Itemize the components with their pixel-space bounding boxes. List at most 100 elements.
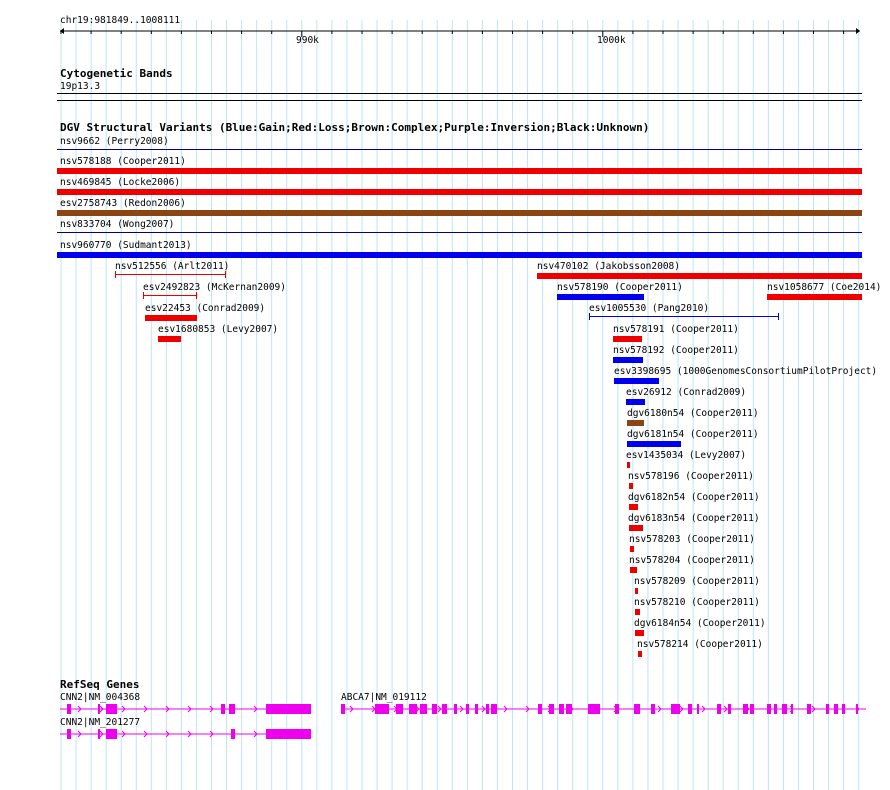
dgv-feature-nsv578188[interactable] <box>57 168 862 174</box>
dgv-feature-esv1680853[interactable] <box>158 336 181 342</box>
dgv-label-nsv9662[interactable]: nsv9662 (Perry2008) <box>60 136 169 147</box>
dgv-feature-nsv469845[interactable] <box>57 189 862 195</box>
dgv-feature-dgv6182n54[interactable] <box>629 504 638 510</box>
dgv-label-nsv578190[interactable]: nsv578190 (Cooper2011) <box>557 282 683 293</box>
dgv-feature-dgv6184n54[interactable] <box>635 630 644 636</box>
strand-chevron <box>143 705 148 713</box>
dgv-label-nsv578204[interactable]: nsv578204 (Cooper2011) <box>629 555 755 566</box>
dgv-label-esv2492823[interactable]: esv2492823 (McKernan2009) <box>143 282 286 293</box>
dgv-feature-nsv1058677[interactable] <box>767 294 862 300</box>
exon <box>688 704 692 714</box>
dgv-feature-nsv9662[interactable] <box>57 149 862 150</box>
dgv-label-esv1435034[interactable]: esv1435034 (Levy2007) <box>626 450 747 461</box>
dgv-feature-endcap <box>143 292 144 299</box>
strand-chevron <box>253 705 258 713</box>
gene-label-cnn2-nm-004368[interactable]: CNN2|NM_004368 <box>60 692 141 703</box>
dgv-label-dgv6181n54[interactable]: dgv6181n54 (Cooper2011) <box>627 429 759 440</box>
dgv-label-nsv469845[interactable]: nsv469845 (Locke2006) <box>60 177 181 188</box>
exon <box>266 729 311 739</box>
dgv-label-nsv578191[interactable]: nsv578191 (Cooper2011) <box>613 324 739 335</box>
dgv-feature-nsv833704[interactable] <box>57 232 862 233</box>
exon <box>98 729 100 739</box>
dgv-feature-nsv578203[interactable] <box>630 546 634 552</box>
dgv-label-nsv578209[interactable]: nsv578209 (Cooper2011) <box>634 576 760 587</box>
refseq-track-title[interactable]: RefSeq Genes <box>60 678 140 691</box>
dgv-feature-esv1005530[interactable] <box>589 316 779 317</box>
dgv-label-nsv512556[interactable]: nsv512556 (Arlt2011) <box>115 261 230 272</box>
gene-abca7-nm-019112[interactable] <box>341 704 866 714</box>
exon <box>98 704 100 714</box>
dgv-feature-esv22453[interactable] <box>145 315 197 321</box>
exon <box>486 704 489 714</box>
dgv-feature-dgv6180n54[interactable] <box>627 420 644 426</box>
dgv-feature-nsv960770[interactable] <box>57 252 862 258</box>
dgv-label-nsv578214[interactable]: nsv578214 (Cooper2011) <box>637 639 763 650</box>
dgv-label-nsv1058677[interactable]: nsv1058677 (Coe2014) <box>767 282 882 293</box>
dgv-label-nsv578210[interactable]: nsv578210 (Cooper2011) <box>634 597 760 608</box>
exon <box>774 704 777 714</box>
dgv-feature-nsv578204[interactable] <box>630 567 637 573</box>
exon <box>67 704 71 714</box>
strand-chevron <box>99 730 104 738</box>
dgv-feature-esv3398695[interactable] <box>614 378 659 384</box>
gene-cnn2-nm-201277[interactable] <box>60 729 311 739</box>
exon <box>396 704 403 714</box>
exon <box>466 704 469 714</box>
gene-cnn2-nm-004368[interactable] <box>60 704 311 714</box>
dgv-label-dgv6180n54[interactable]: dgv6180n54 (Cooper2011) <box>627 408 759 419</box>
dgv-feature-nsv578196[interactable] <box>629 483 633 489</box>
dgv-feature-nsv578210[interactable] <box>635 609 640 615</box>
dgv-feature-nsv578209[interactable] <box>635 588 638 594</box>
dgv-feature-esv2492823[interactable] <box>143 295 197 296</box>
dgv-label-dgv6183n54[interactable]: dgv6183n54 (Cooper2011) <box>628 513 760 524</box>
dgv-label-nsv578192[interactable]: nsv578192 (Cooper2011) <box>613 345 739 356</box>
dgv-feature-esv26912[interactable] <box>626 399 645 405</box>
dgv-feature-nsv578190[interactable] <box>557 294 644 300</box>
dgv-feature-nsv512556[interactable] <box>115 274 226 275</box>
dgv-label-esv22453[interactable]: esv22453 (Conrad2009) <box>145 303 266 314</box>
strand-chevron <box>657 705 662 713</box>
dgv-feature-nsv578214[interactable] <box>638 651 642 657</box>
dgv-label-nsv578203[interactable]: nsv578203 (Cooper2011) <box>629 534 755 545</box>
dgv-label-nsv470102[interactable]: nsv470102 (Jakobsson2008) <box>537 261 680 272</box>
dgv-label-nsv578188[interactable]: nsv578188 (Cooper2011) <box>60 156 186 167</box>
exon <box>826 704 829 714</box>
dgv-feature-nsv578191[interactable] <box>613 336 642 342</box>
dgv-label-nsv960770[interactable]: nsv960770 (Sudmant2013) <box>60 240 192 251</box>
strand-chevron <box>209 730 214 738</box>
dgv-label-nsv578196[interactable]: nsv578196 (Cooper2011) <box>628 471 754 482</box>
exon <box>229 704 235 714</box>
exon <box>559 704 564 714</box>
dgv-label-dgv6184n54[interactable]: dgv6184n54 (Cooper2011) <box>634 618 766 629</box>
dgv-label-esv26912[interactable]: esv26912 (Conrad2009) <box>626 387 747 398</box>
exon <box>375 704 389 714</box>
exon <box>454 704 457 714</box>
exon <box>651 704 655 714</box>
strand-chevron <box>77 705 82 713</box>
dgv-feature-esv2758743[interactable] <box>57 210 862 216</box>
dgv-feature-esv1435034[interactable] <box>627 462 630 468</box>
dgv-feature-dgv6183n54[interactable] <box>629 525 643 531</box>
dgv-label-dgv6182n54[interactable]: dgv6182n54 (Cooper2011) <box>628 492 760 503</box>
strand-chevron <box>143 730 148 738</box>
exon <box>432 704 437 714</box>
gene-label-abca7-nm-019112[interactable]: ABCA7|NM_019112 <box>341 692 427 703</box>
dgv-label-esv1005530[interactable]: esv1005530 (Pang2010) <box>589 303 710 314</box>
cytobands-track-title[interactable]: Cytogenetic Bands <box>60 67 173 80</box>
strand-chevron <box>437 705 442 713</box>
dgv-label-nsv833704[interactable]: nsv833704 (Wong2007) <box>60 219 175 230</box>
cytoband-outline-bottom[interactable] <box>57 100 862 101</box>
exon <box>491 704 497 714</box>
gene-label-cnn2-nm-201277[interactable]: CNN2|NM_201277 <box>60 717 141 728</box>
strand-chevron <box>121 705 126 713</box>
strand-chevron <box>679 705 684 713</box>
dgv-feature-nsv470102[interactable] <box>537 273 862 279</box>
dgv-label-esv1680853[interactable]: esv1680853 (Levy2007) <box>158 324 279 335</box>
dgv-feature-nsv578192[interactable] <box>613 357 643 363</box>
dgv-feature-dgv6181n54[interactable] <box>627 441 681 447</box>
strand-chevron <box>187 705 192 713</box>
dgv-label-esv2758743[interactable]: esv2758743 (Redon2006) <box>60 198 186 209</box>
dgv-label-esv3398695[interactable]: esv3398695 (1000GenomesConsortiumPilotPr… <box>614 366 878 377</box>
dgv-track-title[interactable]: DGV Structural Variants (Blue:Gain;Red:L… <box>60 121 650 134</box>
